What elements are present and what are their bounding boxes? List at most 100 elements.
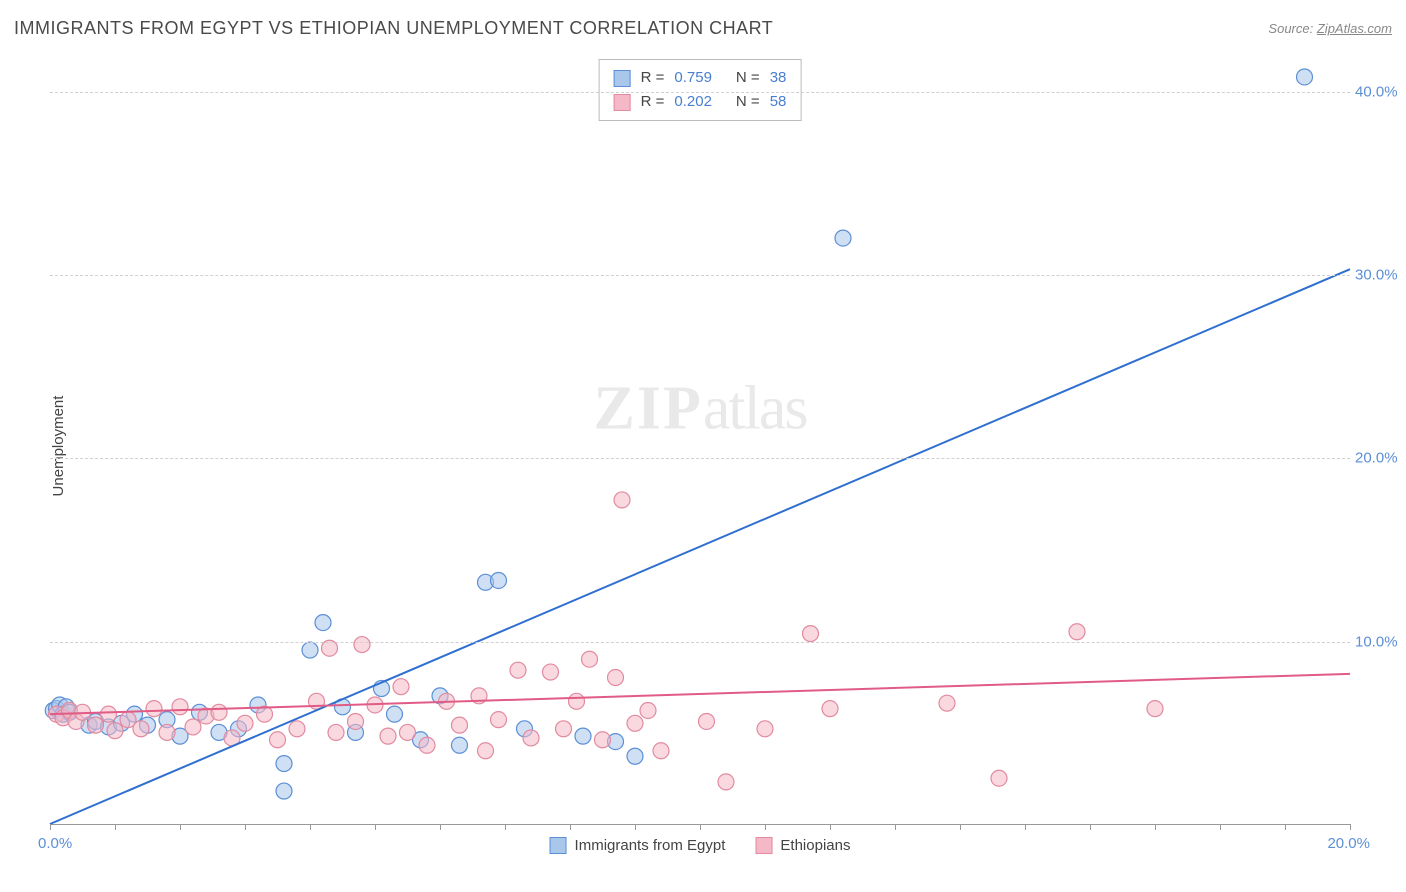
x-tick-label-max: 20.0% <box>1327 835 1370 852</box>
data-point <box>419 737 435 753</box>
data-point <box>348 713 364 729</box>
data-point <box>185 719 201 735</box>
legend-item-ethiopians: Ethiopians <box>755 837 850 854</box>
legend-swatch-ethiopians <box>755 837 772 854</box>
x-tick <box>180 824 181 830</box>
data-point <box>1297 69 1313 85</box>
n-value-2: 58 <box>770 90 787 114</box>
data-point <box>569 693 585 709</box>
data-point <box>328 724 344 740</box>
plot-area: ZIPatlas R = 0.759 N = 38 R = 0.202 N = … <box>50 55 1350 825</box>
data-point <box>133 721 149 737</box>
n-label-2: N = <box>736 90 760 114</box>
x-tick <box>1285 824 1286 830</box>
data-point <box>354 637 370 653</box>
data-point <box>699 713 715 729</box>
x-tick <box>310 824 311 830</box>
x-tick <box>1155 824 1156 830</box>
data-point <box>237 715 253 731</box>
data-point <box>107 723 123 739</box>
x-tick <box>700 824 701 830</box>
x-tick <box>765 824 766 830</box>
x-tick <box>50 824 51 830</box>
r-value-2: 0.202 <box>674 90 712 114</box>
data-point <box>575 728 591 744</box>
data-point <box>172 699 188 715</box>
legend-swatch-2 <box>614 94 631 111</box>
data-point <box>478 743 494 759</box>
data-point <box>302 642 318 658</box>
data-point <box>608 670 624 686</box>
data-point <box>276 783 292 799</box>
data-point <box>491 712 507 728</box>
data-point <box>380 728 396 744</box>
x-tick <box>440 824 441 830</box>
data-point <box>991 770 1007 786</box>
data-point <box>1147 701 1163 717</box>
trend-line <box>50 269 1350 824</box>
data-point <box>718 774 734 790</box>
data-point <box>582 651 598 667</box>
x-tick <box>1090 824 1091 830</box>
x-tick <box>1350 824 1351 830</box>
header: IMMIGRANTS FROM EGYPT VS ETHIOPIAN UNEMP… <box>14 18 1392 39</box>
gridline <box>50 458 1350 459</box>
legend-row-series-1: R = 0.759 N = 38 <box>614 66 787 90</box>
data-point <box>146 701 162 717</box>
data-point <box>270 732 286 748</box>
data-point <box>452 737 468 753</box>
legend-item-egypt: Immigrants from Egypt <box>550 837 726 854</box>
x-tick <box>635 824 636 830</box>
data-point <box>289 721 305 737</box>
x-tick <box>1220 824 1221 830</box>
x-tick <box>570 824 571 830</box>
x-tick <box>960 824 961 830</box>
data-point <box>543 664 559 680</box>
data-point <box>276 756 292 772</box>
data-point <box>523 730 539 746</box>
data-point <box>101 706 117 722</box>
y-tick-label: 10.0% <box>1355 633 1406 650</box>
legend-label-egypt: Immigrants from Egypt <box>575 837 726 854</box>
source-attribution: Source: ZipAtlas.com <box>1268 21 1392 36</box>
chart-svg <box>50 55 1350 824</box>
chart-title: IMMIGRANTS FROM EGYPT VS ETHIOPIAN UNEMP… <box>14 18 773 39</box>
data-point <box>387 706 403 722</box>
x-tick-label-min: 0.0% <box>38 835 72 852</box>
data-point <box>491 572 507 588</box>
data-point <box>88 717 104 733</box>
n-value-1: 38 <box>770 66 787 90</box>
gridline <box>50 92 1350 93</box>
data-point <box>627 748 643 764</box>
data-point <box>211 704 227 720</box>
x-tick <box>375 824 376 830</box>
gridline <box>50 275 1350 276</box>
data-point <box>159 724 175 740</box>
y-tick-label: 20.0% <box>1355 450 1406 467</box>
data-point <box>393 679 409 695</box>
legend-label-ethiopians: Ethiopians <box>780 837 850 854</box>
gridline <box>50 642 1350 643</box>
y-tick-label: 30.0% <box>1355 267 1406 284</box>
x-tick <box>505 824 506 830</box>
x-tick <box>1025 824 1026 830</box>
r-label-1: R = <box>641 66 665 90</box>
x-tick <box>115 824 116 830</box>
source-link[interactable]: ZipAtlas.com <box>1317 21 1392 36</box>
legend-swatch-1 <box>614 70 631 87</box>
r-value-1: 0.759 <box>674 66 712 90</box>
data-point <box>452 717 468 733</box>
x-tick <box>895 824 896 830</box>
data-point <box>315 615 331 631</box>
data-point <box>595 732 611 748</box>
data-point <box>822 701 838 717</box>
r-label-2: R = <box>641 90 665 114</box>
data-point <box>803 626 819 642</box>
x-tick <box>245 824 246 830</box>
legend-correlation: R = 0.759 N = 38 R = 0.202 N = 58 <box>599 59 802 121</box>
legend-swatch-egypt <box>550 837 567 854</box>
legend-row-series-2: R = 0.202 N = 58 <box>614 90 787 114</box>
x-tick <box>830 824 831 830</box>
data-point <box>835 230 851 246</box>
data-point <box>757 721 773 737</box>
